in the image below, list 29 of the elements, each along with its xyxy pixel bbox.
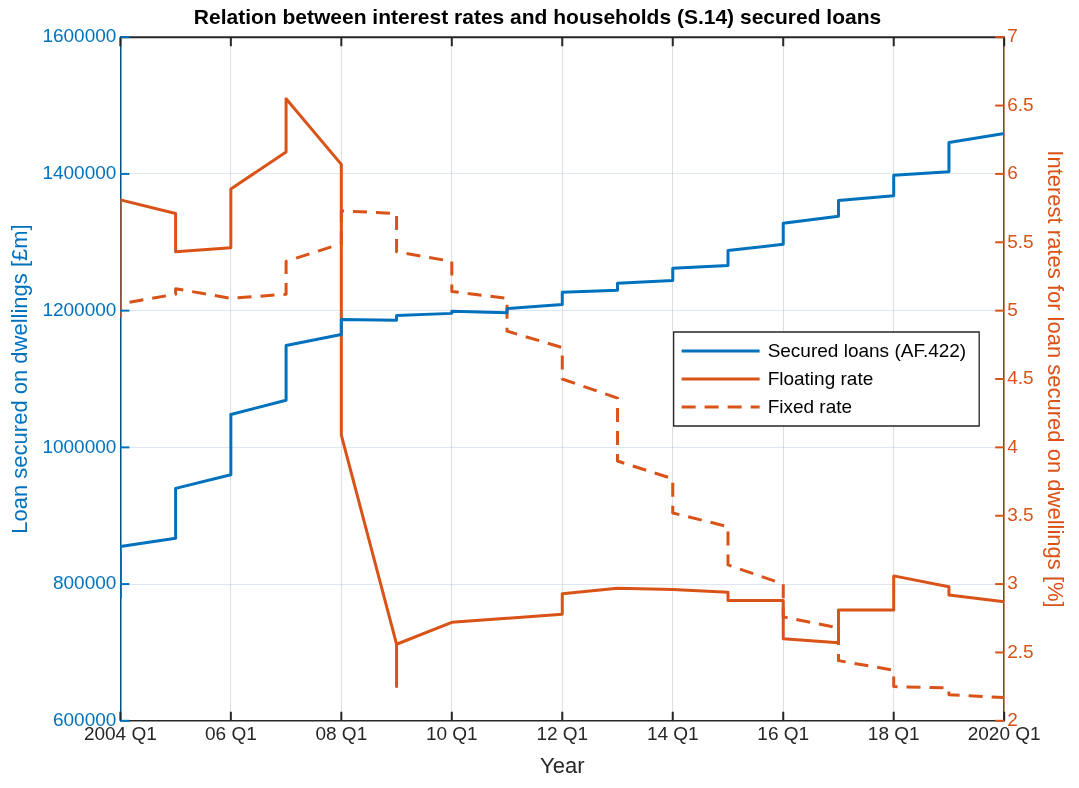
legend-label: Floating rate — [767, 368, 874, 390]
y2-axis-title: Interest rates for loan secured on dwellings [%] — [1042, 150, 1068, 608]
y2-tick-label: 6 — [1007, 162, 1018, 184]
y2-tick-label: 3.5 — [1007, 503, 1034, 525]
y-tick-label: 800000 — [52, 572, 117, 594]
y2-tick-label: 7 — [1007, 25, 1018, 47]
y2-tick-label: 6.5 — [1007, 93, 1034, 115]
x-tick-label: 06 Q1 — [204, 723, 257, 745]
y-tick-label: 1400000 — [42, 162, 117, 184]
x-tick-label: 12 Q1 — [536, 723, 589, 745]
x-tick-label: 16 Q1 — [757, 723, 810, 745]
y-tick-label: 1000000 — [42, 435, 117, 457]
x-tick-label: 14 Q1 — [646, 723, 699, 745]
x-tick-label: 08 Q1 — [315, 723, 368, 745]
y-axis-title: Loan secured on dwellings [£m] — [7, 224, 33, 534]
y2-tick-label: 3 — [1007, 572, 1018, 594]
y2-tick-label: 4.5 — [1007, 367, 1034, 389]
legend-label: Secured loans (AF.422) — [767, 340, 967, 362]
y-tick-label: 1600000 — [42, 25, 117, 47]
x-tick-label: 18 Q1 — [867, 723, 920, 745]
y-tick-label: 1200000 — [42, 298, 117, 320]
y2-tick-label: 5 — [1007, 298, 1018, 320]
x-tick-label: 10 Q1 — [425, 723, 478, 745]
legend-label: Fixed rate — [767, 396, 853, 418]
chart-title: Relation between interest rates and households (S.14) secured loans — [193, 5, 882, 29]
y2-tick-label: 5.5 — [1007, 230, 1034, 252]
y2-tick-label: 4 — [1007, 435, 1019, 457]
y2-tick-label: 2.5 — [1007, 640, 1034, 662]
x-axis-title: Year — [540, 752, 585, 778]
